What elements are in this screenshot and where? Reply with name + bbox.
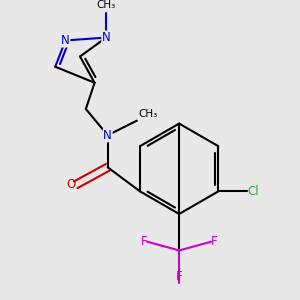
Text: N: N xyxy=(102,31,111,44)
Text: CH₃: CH₃ xyxy=(97,0,116,11)
Text: O: O xyxy=(66,178,76,191)
Text: F: F xyxy=(176,269,182,283)
Text: N: N xyxy=(103,129,112,142)
Text: Cl: Cl xyxy=(248,185,259,198)
Text: CH₃: CH₃ xyxy=(138,109,158,119)
Text: F: F xyxy=(140,235,147,248)
Text: N: N xyxy=(61,34,70,47)
Text: F: F xyxy=(211,235,218,248)
